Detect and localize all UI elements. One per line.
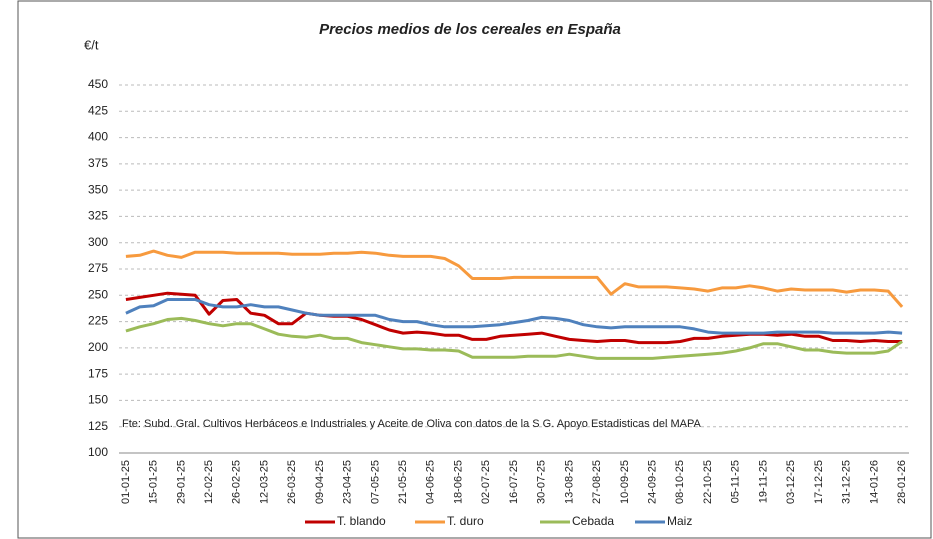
x-tick-label: 04-06-25	[425, 460, 437, 504]
y-tick-label: 100	[88, 445, 108, 459]
x-tick-label: 12-03-25	[258, 460, 270, 504]
legend-label: T. duro	[447, 514, 484, 528]
x-tick-label: 29-01-25	[175, 460, 187, 504]
y-tick-label: 450	[88, 77, 108, 91]
x-tick-label: 27-08-25	[591, 460, 603, 504]
series-line	[125, 298, 903, 335]
x-tick-label: 17-12-25	[813, 460, 825, 504]
x-tick-label: 01-01-25	[120, 460, 132, 504]
x-tick-label: 14-01-26	[868, 460, 880, 504]
y-tick-label: 225	[88, 314, 108, 328]
x-tick-label: 21-05-25	[397, 460, 409, 504]
y-tick-label: 400	[88, 130, 108, 144]
x-tick-label: 28-01-26	[896, 460, 908, 504]
annotation: Fte: Subd. Gral. Cultivos Herbáceos e In…	[122, 418, 701, 430]
y-tick-label: 250	[88, 287, 108, 301]
chart-title: Precios medios de los cereales en España	[319, 21, 621, 38]
x-tick-label: 08-10-25	[674, 460, 686, 504]
series-line	[125, 316, 903, 360]
x-tick-label: 15-01-25	[148, 460, 160, 504]
x-tick-label: 07-05-25	[369, 460, 381, 504]
legend-label: Cebada	[572, 514, 614, 528]
y-tick-label: 425	[88, 103, 108, 117]
x-tick-label: 16-07-25	[508, 460, 520, 504]
x-tick-label: 30-07-25	[536, 460, 548, 504]
x-tick-label: 26-03-25	[286, 460, 298, 504]
y-tick-label: 325	[88, 209, 108, 223]
x-tick-label: 31-12-25	[841, 460, 853, 504]
x-tick-label: 18-06-25	[452, 460, 464, 504]
y-tick-label: 125	[88, 419, 108, 433]
y-tick-label: 350	[88, 182, 108, 196]
x-tick-label: 26-02-25	[231, 460, 243, 504]
series-line	[125, 249, 904, 308]
y-axis-label: €/t	[84, 37, 99, 52]
x-tick-label: 22-10-25	[702, 460, 714, 504]
y-tick-label: 375	[88, 156, 108, 170]
x-tick-label: 02-07-25	[480, 460, 492, 504]
y-tick-label: 150	[88, 393, 108, 407]
x-tick-label: 24-09-25	[647, 460, 659, 504]
x-tick-label: 03-12-25	[785, 460, 797, 504]
y-tick-label: 200	[88, 340, 108, 354]
x-tick-label: 10-09-25	[619, 460, 631, 504]
x-tick-label: 09-04-25	[314, 460, 326, 504]
x-tick-label: 05-11-25	[730, 460, 742, 503]
series-line	[125, 291, 903, 345]
legend-label: Maiz	[667, 514, 692, 528]
x-tick-label: 23-04-25	[342, 460, 354, 504]
x-tick-label: 13-08-25	[563, 460, 575, 504]
y-tick-label: 300	[88, 235, 108, 249]
y-tick-label: 175	[88, 366, 108, 380]
x-tick-label: 12-02-25	[203, 460, 215, 504]
legend-label: T. blando	[337, 514, 386, 528]
x-tick-label: 19-11-25	[757, 460, 769, 503]
y-tick-label: 275	[88, 261, 108, 275]
